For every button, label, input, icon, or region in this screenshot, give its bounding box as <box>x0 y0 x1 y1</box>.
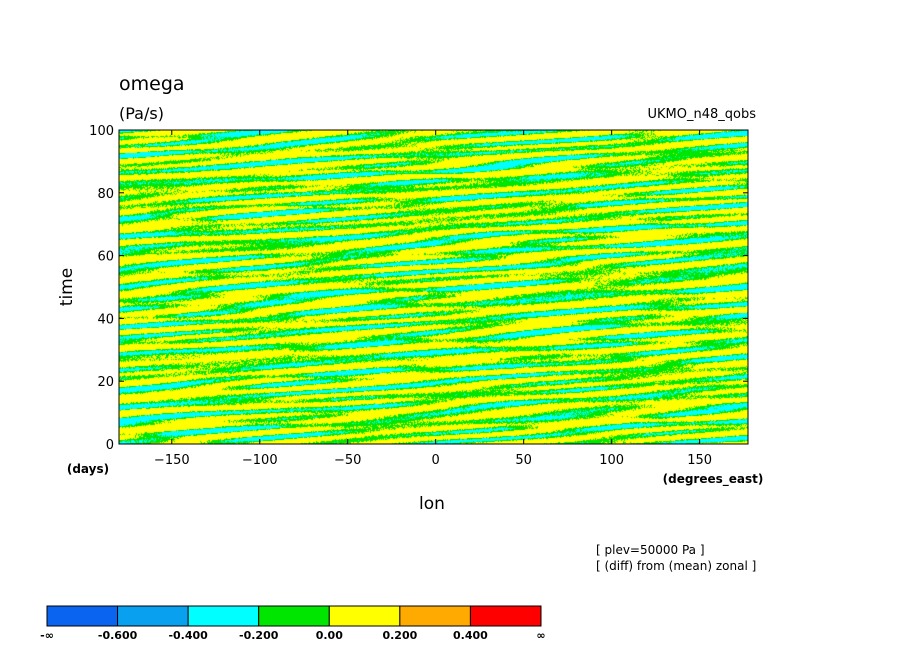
y-tick-label: 60 <box>97 250 114 265</box>
y-axis-units: (days) <box>67 462 109 476</box>
x-axis-label: lon <box>419 494 445 514</box>
note-pressure-level: [ plev=50000 Pa ] <box>596 543 705 557</box>
model-label: UKMO_n48_qobs <box>647 107 756 122</box>
colorbar-label: 0.00 <box>316 629 343 642</box>
colorbar: -∞ -0.600 -0.400 -0.200 0.00 0.200 0.400 ∞ <box>40 605 546 642</box>
x-axis-ticks: −150 −100 −50 0 50 100 150 <box>154 130 712 468</box>
y-tick-label: 80 <box>97 187 114 202</box>
x-tick-label: −150 <box>154 453 190 468</box>
colorbar-swatch <box>258 605 330 627</box>
y-tick-label: 20 <box>97 375 114 390</box>
colorbar-swatch <box>469 605 542 627</box>
colorbar-swatch <box>328 605 401 627</box>
x-tick-label: −100 <box>242 453 278 468</box>
plot-frame <box>118 129 749 445</box>
x-tick-label: 100 <box>599 453 624 468</box>
x-axis-units: (degrees_east) <box>663 472 764 487</box>
y-tick-label: 40 <box>97 312 114 327</box>
heatmap-raster <box>119 130 748 444</box>
colorbar-label: -0.200 <box>239 629 279 642</box>
variable-title: omega <box>119 73 185 95</box>
y-tick-label: 0 <box>106 438 114 453</box>
x-tick-label: 0 <box>432 453 440 468</box>
heatmap-field <box>119 130 748 444</box>
colorbar-label: -0.600 <box>98 629 138 642</box>
colorbar-swatch <box>399 605 471 627</box>
colorbar-label: -∞ <box>40 629 54 642</box>
colorbar-swatch <box>117 605 189 627</box>
variable-units: (Pa/s) <box>119 104 164 123</box>
colorbar-label: 0.400 <box>453 629 488 642</box>
note-difference: [ (diff) from (mean) zonal ] <box>596 559 756 573</box>
colorbar-swatch <box>46 605 119 627</box>
x-tick-label: −50 <box>334 453 361 468</box>
colorbar-label: -0.400 <box>168 629 208 642</box>
colorbar-label: 0.200 <box>382 629 417 642</box>
x-tick-label: 50 <box>515 453 532 468</box>
y-axis-label: time <box>57 268 77 306</box>
y-axis-ticks: 0 20 40 60 80 100 <box>89 124 748 453</box>
colorbar-swatch <box>187 605 260 627</box>
y-tick-label: 100 <box>89 124 114 139</box>
colorbar-label: ∞ <box>536 629 545 642</box>
x-tick-label: 150 <box>687 453 712 468</box>
